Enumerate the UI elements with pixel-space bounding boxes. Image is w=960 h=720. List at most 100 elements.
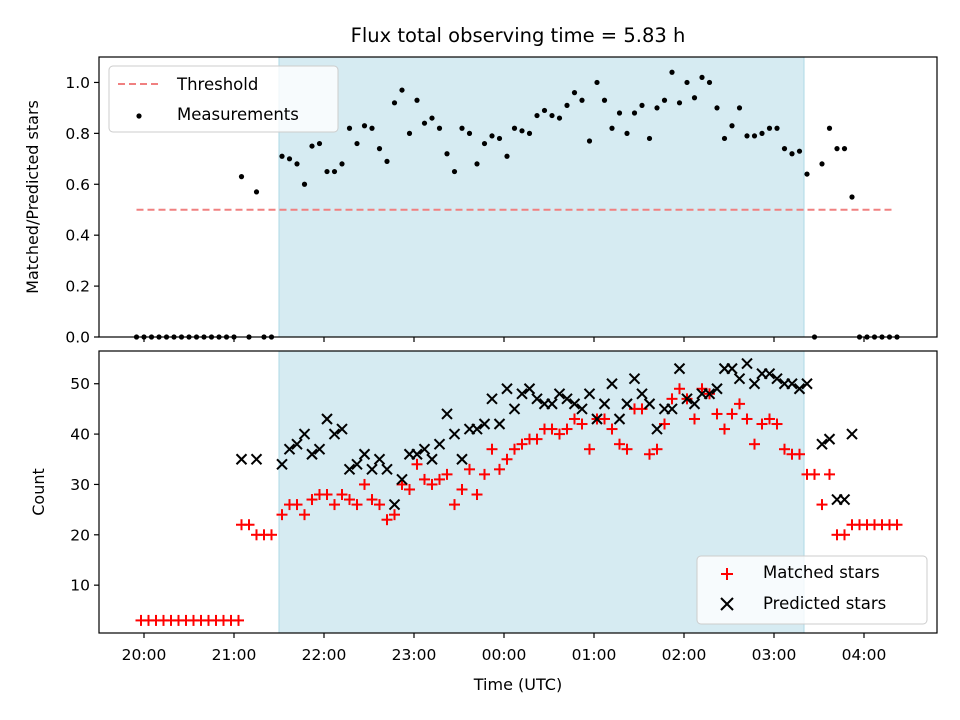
matched-star-point — [291, 499, 303, 511]
count-x-axis-ticks: 20:00 21:00 22:00 23:00 00:00 01:00 02:00 03:00… — [122, 633, 886, 664]
predicted-star-point — [703, 388, 716, 400]
measurement-point — [309, 143, 315, 149]
matched-star-point — [614, 438, 625, 450]
y-tick-label: 0.0 — [65, 329, 90, 347]
matched-star-point — [794, 448, 805, 460]
y-tick-label: 30 — [70, 476, 90, 494]
matched-star-point — [674, 383, 685, 395]
matched-star-point — [389, 509, 400, 521]
measurement-point — [339, 161, 345, 167]
measurement-point — [691, 95, 698, 101]
ratio-legend-box — [108, 65, 339, 133]
matched-legend-swatch — [721, 568, 733, 580]
predicted-star-point — [441, 408, 453, 420]
measurement-point — [534, 112, 540, 119]
y-tick-label: 10 — [70, 577, 90, 595]
measurement-point — [549, 112, 555, 119]
measurement-point — [564, 102, 570, 108]
predicted-star-point — [816, 438, 828, 450]
predicted-star-point — [298, 428, 311, 440]
x-tick-label: 23:00 — [392, 646, 437, 664]
measurement-point — [744, 133, 750, 139]
predicted-star-point — [801, 378, 813, 390]
measurement-point — [624, 130, 630, 136]
matched-star-point — [321, 489, 333, 501]
matched-star-point — [719, 423, 730, 435]
measurement-point — [391, 100, 398, 106]
predicted-star-point — [291, 438, 303, 450]
matched-star-point — [344, 494, 355, 506]
x-tick-label: 00:00 — [482, 646, 527, 664]
matched-star-point — [306, 494, 318, 506]
measurement-point — [541, 107, 548, 114]
measurement-point — [504, 153, 510, 159]
matched-star-point — [839, 529, 850, 541]
predicted-star-point — [306, 448, 318, 460]
predicted-stars-points — [235, 357, 858, 511]
matched-star-point — [374, 499, 385, 511]
predicted-star-point — [643, 398, 656, 410]
predicted-star-point — [771, 372, 783, 385]
matched-star-point — [576, 418, 588, 430]
matched-star-point — [404, 483, 415, 495]
predicted-star-point — [726, 362, 738, 375]
measurement-point — [721, 135, 728, 142]
matched-star-point — [456, 483, 468, 495]
measurement-point — [699, 74, 705, 80]
measurement-point — [384, 158, 390, 164]
matched-star-point — [554, 428, 565, 440]
measurement-point — [841, 146, 848, 152]
measurement-point — [759, 130, 765, 136]
ratio-y-axis-ticks: 0.0 0.2 0.4 0.6 0.8 1.0 — [65, 74, 99, 347]
measurement-point — [444, 151, 450, 157]
matched-star-point — [816, 499, 828, 511]
matched-star-point — [824, 468, 835, 480]
predicted-star-point — [321, 413, 333, 425]
measurement-point — [429, 115, 435, 121]
predicted-star-point — [381, 463, 393, 476]
ratio-x-axis-ticks — [143, 337, 865, 342]
matched-star-point — [651, 443, 663, 455]
y-tick-label: 0.4 — [65, 227, 90, 245]
matched-star-point — [749, 438, 760, 450]
measurement-point — [654, 105, 660, 111]
y-tick-label: 1.0 — [65, 74, 90, 92]
count-panel: 10 20 30 40 50 20:00 21:00 22:00 23:00 00:00 01:0… — [29, 350, 938, 694]
ratio-panel: Flux total observing time = 5.83 h 0.00.… — [23, 24, 938, 347]
predicted-star-point — [501, 383, 513, 395]
measurement-point — [834, 146, 840, 152]
measurement-point — [511, 125, 518, 131]
predicted-star-point — [235, 453, 248, 465]
measurement-point — [826, 125, 833, 131]
predicted-star-point — [418, 443, 431, 455]
measurement-point — [301, 181, 308, 187]
measurement-point — [579, 97, 585, 103]
measurement-point — [609, 125, 615, 131]
matched-star-point — [426, 478, 438, 490]
threshold-legend-label: Threshold — [176, 75, 258, 94]
measurement-point — [616, 110, 623, 116]
measurement-point — [661, 97, 668, 103]
predicted-star-point — [598, 398, 611, 410]
predicted-legend-swatch — [720, 597, 734, 611]
predicted-star-point — [688, 398, 701, 410]
measurement-point — [714, 105, 720, 111]
predicted-star-point — [568, 398, 581, 410]
predicted-star-point — [561, 393, 573, 405]
predicted-star-point — [673, 362, 686, 375]
measurement-point — [451, 168, 458, 175]
measurement-point — [481, 140, 488, 147]
predicted-star-point — [433, 438, 446, 450]
predicted-star-point — [846, 428, 858, 440]
y-tick-label: 20 — [70, 526, 90, 544]
measurement-point — [804, 171, 810, 177]
predicted-star-point — [583, 388, 596, 400]
y-tick-label: 0.2 — [65, 278, 90, 296]
matched-star-point — [569, 413, 580, 425]
predicted-star-point — [336, 423, 348, 435]
measurement-point — [324, 168, 330, 175]
measurement-point — [601, 97, 608, 103]
predicted-star-point — [763, 367, 776, 380]
y-tick-label: 0.8 — [65, 125, 90, 143]
